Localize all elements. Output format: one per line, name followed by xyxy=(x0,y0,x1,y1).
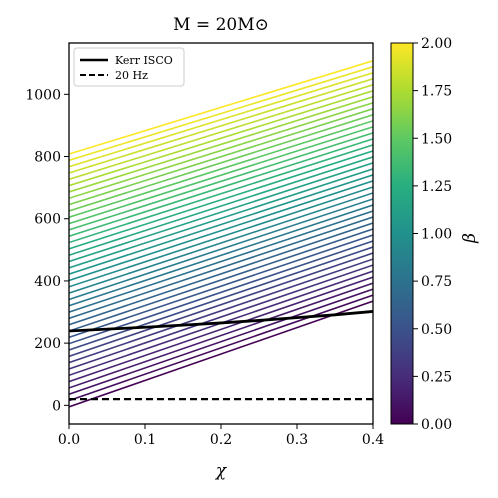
x-tick-label: 0.3 xyxy=(286,432,308,448)
beta-curve-1.60 xyxy=(69,108,373,206)
beta-curve-0.90 xyxy=(69,192,373,294)
beta-curve-1.65 xyxy=(69,102,373,200)
beta-curve-0.00 xyxy=(69,300,373,408)
x-tick-label: 0.0 xyxy=(58,432,80,448)
beta-curve-1.95 xyxy=(69,65,373,162)
x-tick-label: 0.2 xyxy=(210,432,232,448)
beta-curve-0.30 xyxy=(69,264,373,370)
y-tick-label: 800 xyxy=(34,150,61,166)
colorbar-tick-label: 2.00 xyxy=(421,36,452,52)
beta-curve-0.95 xyxy=(69,186,373,288)
y-axis-ticks: 0 200 400 600 800 1000 xyxy=(25,87,69,414)
x-tick-label: 0.4 xyxy=(362,432,384,448)
colorbar-tick-label: 0.75 xyxy=(421,274,452,290)
beta-curve-1.15 xyxy=(69,162,373,263)
beta-curve-0.65 xyxy=(69,222,373,326)
y-tick-label: 1000 xyxy=(25,87,61,103)
kerr-isco-line xyxy=(69,310,373,333)
beta-curve-1.40 xyxy=(69,132,373,231)
beta-curve-0.15 xyxy=(69,282,373,389)
colorbar-tick-label: 0.25 xyxy=(421,369,452,385)
legend-kerr-isco-label: Kerr ISCO xyxy=(115,54,173,67)
beta-curve-1.20 xyxy=(69,156,373,256)
x-axis-label: χ xyxy=(215,461,228,481)
beta-curve-1.05 xyxy=(69,174,373,275)
beta-curve-1.90 xyxy=(69,71,373,168)
beta-curve-1.25 xyxy=(69,150,373,250)
beta-curve-0.80 xyxy=(69,204,373,307)
colorbar xyxy=(390,42,414,425)
beta-curve-0.85 xyxy=(69,198,373,301)
legend-box xyxy=(73,47,185,87)
series-lines xyxy=(69,310,373,401)
beta-curve-0.60 xyxy=(69,228,373,332)
beta-curve-1.35 xyxy=(69,138,373,237)
colorbar-tick-label: 0.50 xyxy=(421,322,452,338)
beta-curve-1.50 xyxy=(69,120,373,219)
x-axis-ticks: 0.0 0.1 0.2 0.3 0.4 xyxy=(58,424,384,448)
colorbar-tick-label: 1.25 xyxy=(421,179,452,195)
colorbar-label: β xyxy=(460,233,480,244)
beta-curve-0.75 xyxy=(69,210,373,313)
beta-curve-0.10 xyxy=(69,288,373,396)
beta-curve-1.55 xyxy=(69,114,373,212)
y-tick-label: 400 xyxy=(34,274,61,290)
y-tick-label: 0 xyxy=(52,398,61,414)
colorbar-ticks: 0.00 0.25 0.50 0.75 1.00 1.25 1.50 1.75 2.00 xyxy=(413,36,452,433)
beta-curve-1.75 xyxy=(69,90,373,187)
beta-curve-0.45 xyxy=(69,246,373,351)
legend-20hz-label: 20 Hz xyxy=(115,69,148,82)
beta-curve-2.00 xyxy=(69,59,373,155)
beta-curve-0.50 xyxy=(69,240,373,345)
colorbar-tick-label: 1.50 xyxy=(421,131,452,147)
colorbar-tick-label: 0.00 xyxy=(421,417,452,433)
y-tick-label: 200 xyxy=(34,336,61,352)
legend: Kerr ISCO 20 Hz xyxy=(73,47,185,87)
beta-curve-1.10 xyxy=(69,168,373,269)
beta-curve-1.45 xyxy=(69,126,373,225)
beta-curve-0.20 xyxy=(69,276,373,383)
y-tick-label: 600 xyxy=(34,212,61,228)
beta-curve-0.55 xyxy=(69,234,373,339)
beta-curve-1.30 xyxy=(69,144,373,244)
beta-curve-1.00 xyxy=(69,180,373,282)
colorbar-tick-label: 1.75 xyxy=(421,84,452,100)
beta-curve-1.80 xyxy=(69,84,373,181)
colorbar-tick-label: 1.00 xyxy=(421,227,452,243)
beta-curve-0.40 xyxy=(69,252,373,358)
beta-curve-0.70 xyxy=(69,216,373,320)
beta-curve-1.70 xyxy=(69,96,373,193)
chart-title: M = 20M⊙ xyxy=(173,15,269,35)
x-tick-label: 0.1 xyxy=(134,432,156,448)
beta-curve-family xyxy=(69,59,373,408)
beta-curve-1.85 xyxy=(69,77,373,174)
beta-curve-0.05 xyxy=(69,294,373,402)
beta-curve-0.35 xyxy=(69,258,373,364)
